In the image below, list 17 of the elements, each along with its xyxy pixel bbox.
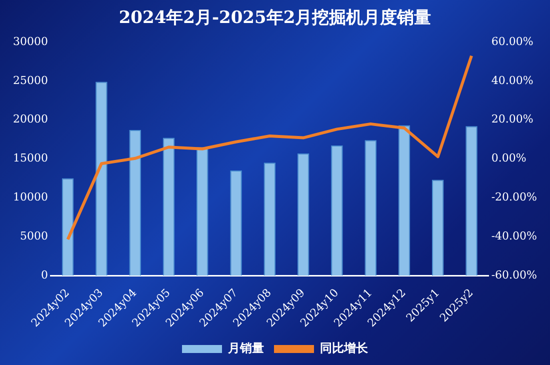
y2-tick-label: 40.00% bbox=[491, 74, 534, 87]
y-tick-label: 10000 bbox=[12, 190, 48, 204]
y-tick-label: 0 bbox=[40, 268, 48, 282]
y-tick-label: 20000 bbox=[12, 112, 48, 126]
y-tick-label: 15000 bbox=[12, 152, 48, 165]
y2-tick-label: -20.00% bbox=[491, 190, 538, 204]
legend-label: 月销量 bbox=[227, 341, 264, 356]
y2-tick-label: -60.00% bbox=[491, 268, 538, 282]
y-tick-label: 25000 bbox=[12, 74, 48, 87]
y-tick-label: 5000 bbox=[20, 230, 48, 243]
y2-tick-label: -40.00% bbox=[491, 230, 538, 243]
y2-tick-label: 60.00% bbox=[491, 34, 534, 48]
chart-title: 2024年2月-2025年2月挖掘机月度销量 bbox=[118, 7, 432, 29]
y2-tick-label: 20.00% bbox=[491, 112, 534, 126]
y2-tick-label: 0.00% bbox=[491, 152, 526, 165]
y-tick-label: 30000 bbox=[12, 34, 48, 48]
legend-label: 同比增长 bbox=[320, 341, 369, 356]
